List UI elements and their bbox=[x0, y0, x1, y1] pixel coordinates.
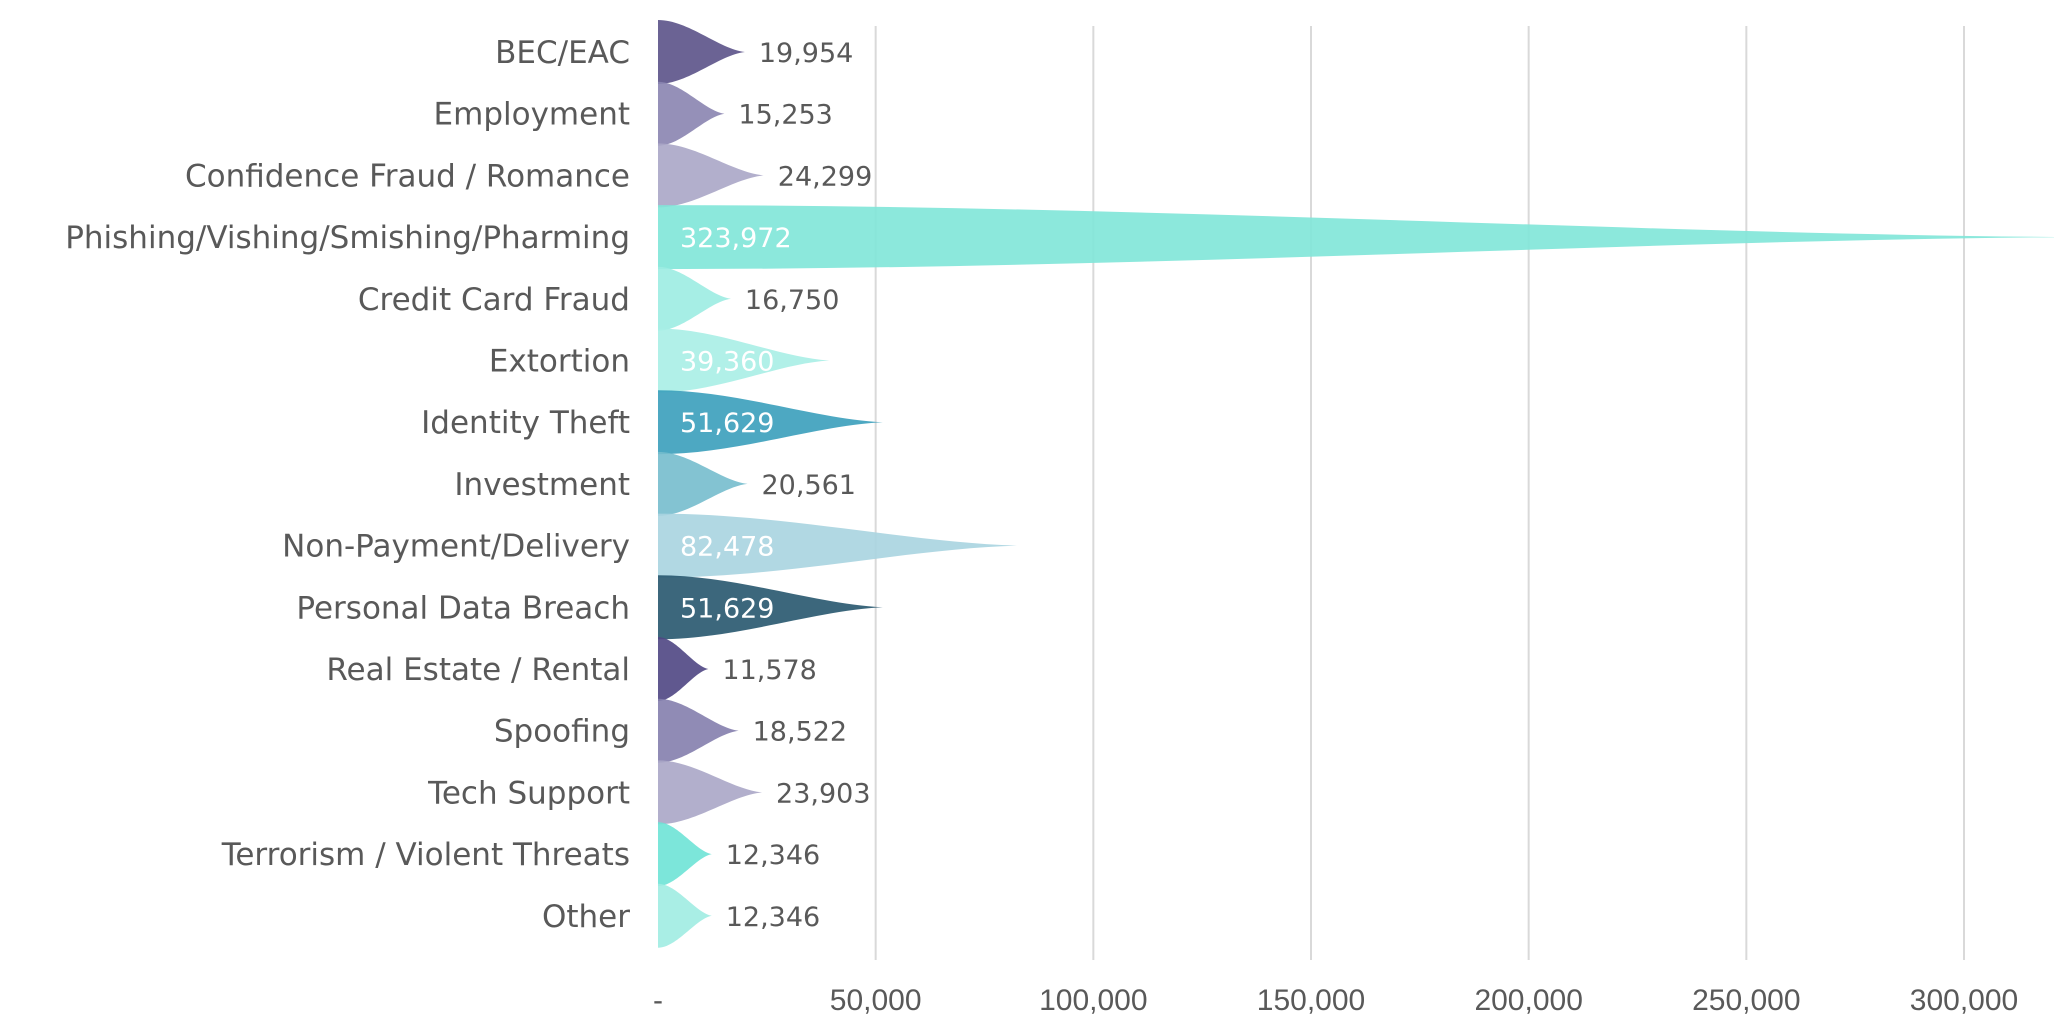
x-tick-label: 100,000 bbox=[1039, 984, 1147, 1017]
value-label: 51,629 bbox=[680, 593, 774, 624]
value-label: 23,903 bbox=[776, 778, 870, 809]
x-tick-label: 300,000 bbox=[1910, 984, 2018, 1017]
value-label: 11,578 bbox=[722, 655, 816, 686]
category-label: Employment bbox=[434, 97, 630, 133]
x-tick-label: - bbox=[653, 984, 663, 1017]
spike-mark bbox=[658, 760, 763, 825]
category-label: Phishing/Vishing/Smishing/Pharming bbox=[65, 220, 630, 256]
category-label: Investment bbox=[454, 467, 630, 503]
spike-mark bbox=[658, 81, 725, 146]
value-label: 15,253 bbox=[738, 100, 832, 131]
value-label: 20,561 bbox=[762, 470, 856, 501]
value-labels: 19,954 15,253 24,299 323,972 16,750 39,360 51,… bbox=[680, 38, 872, 933]
category-label: BEC/EAC bbox=[495, 35, 630, 71]
value-label: 323,972 bbox=[680, 223, 792, 254]
value-label: 24,299 bbox=[778, 161, 872, 192]
gridlines bbox=[874, 26, 1965, 960]
category-label: Confidence Fraud / Romance bbox=[185, 158, 630, 194]
spike-mark bbox=[658, 883, 712, 948]
category-label: Identity Theft bbox=[421, 405, 630, 441]
spike-mark bbox=[658, 205, 2054, 270]
spike-mark bbox=[658, 328, 830, 393]
category-label: Terrorism / Violent Threats bbox=[221, 837, 630, 873]
spike-mark bbox=[658, 575, 883, 640]
x-axis-ticks: - 50,000 100,000 150,000 200,000 250,000 300,0… bbox=[653, 984, 2018, 1017]
value-label: 39,360 bbox=[680, 347, 774, 378]
spike-mark bbox=[658, 143, 764, 208]
category-label: Real Estate / Rental bbox=[326, 652, 630, 688]
spike-mark bbox=[658, 822, 712, 887]
spike-mark bbox=[658, 513, 1018, 578]
spike-mark bbox=[658, 637, 709, 701]
spikes bbox=[658, 20, 2054, 948]
x-tick-label: 150,000 bbox=[1257, 984, 1365, 1017]
x-tick-label: 250,000 bbox=[1692, 984, 1800, 1017]
category-label: Spoofing bbox=[494, 714, 630, 750]
spike-mark bbox=[658, 451, 748, 516]
value-label: 12,346 bbox=[726, 902, 820, 933]
x-tick-label: 200,000 bbox=[1474, 984, 1582, 1017]
category-label: Other bbox=[542, 899, 630, 935]
x-tick-label: 50,000 bbox=[830, 984, 922, 1017]
value-label: 16,750 bbox=[745, 285, 839, 316]
value-label: 51,629 bbox=[680, 408, 774, 439]
category-labels: BEC/EAC Employment Confidence Fraud / Roma… bbox=[65, 35, 630, 935]
value-label: 12,346 bbox=[726, 840, 820, 871]
spike-mark bbox=[658, 390, 883, 455]
spike-mark bbox=[658, 698, 739, 763]
category-label: Personal Data Breach bbox=[296, 590, 630, 626]
category-label: Extortion bbox=[489, 344, 630, 380]
value-label: 19,954 bbox=[759, 38, 853, 69]
spike-mark bbox=[658, 266, 731, 331]
value-label: 82,478 bbox=[680, 532, 774, 563]
category-label: Non-Payment/Delivery bbox=[282, 529, 630, 565]
category-label: Credit Card Fraud bbox=[358, 282, 630, 318]
value-label: 18,522 bbox=[753, 717, 847, 748]
spike-mark bbox=[658, 20, 745, 84]
category-label: Tech Support bbox=[427, 775, 630, 811]
